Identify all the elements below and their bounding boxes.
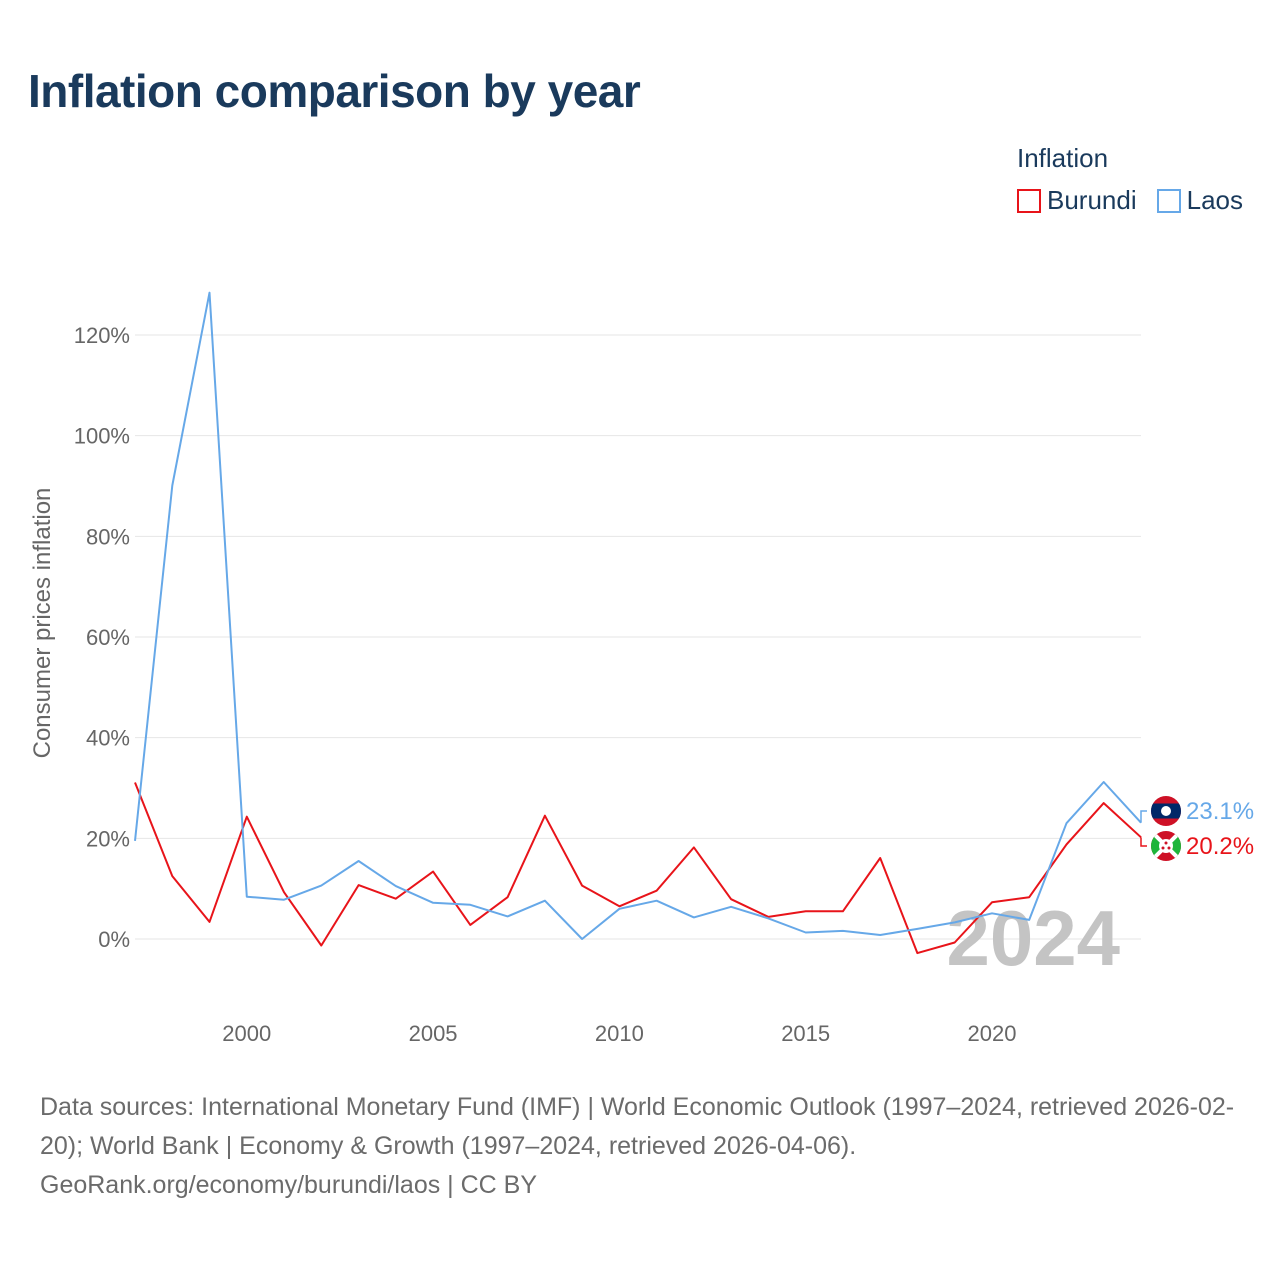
x-tick-label: 2020 <box>967 1021 1016 1046</box>
x-axis-ticks: 2000 2005 2010 2015 2020 <box>222 1021 1016 1046</box>
series-lines <box>134 291 1142 955</box>
connector-laos <box>1140 810 1147 823</box>
legend-swatch-laos <box>1156 188 1181 213</box>
legend-swatch-burundi <box>1017 188 1041 213</box>
burundi-flag-icon <box>1151 831 1181 861</box>
legend-label-laos: Laos <box>1186 185 1244 215</box>
y-tick-label: 60% <box>86 625 130 650</box>
y-tick-label: 0% <box>98 927 130 952</box>
y-axis-ticks: 0% 20% 40% 60% 80% 100% 120% <box>74 323 130 952</box>
x-tick-label: 2005 <box>409 1021 458 1046</box>
y-tick-label: 120% <box>74 323 130 348</box>
legend-item-laos[interactable]: Laos <box>1156 185 1244 216</box>
footer-sources: Data sources: International Monetary Fun… <box>40 1093 1235 1160</box>
end-labels: 23.1% 20.2% <box>1140 796 1254 861</box>
end-label-burundi: 20.2% <box>1186 833 1254 860</box>
y-tick-label: 100% <box>74 424 130 449</box>
connector-burundi <box>1140 837 1147 847</box>
y-tick-label: 80% <box>86 524 130 549</box>
x-tick-label: 2000 <box>222 1021 271 1046</box>
end-label-laos: 23.1% <box>1186 798 1254 825</box>
legend-title: Inflation <box>1017 143 1109 173</box>
x-tick-label: 2010 <box>595 1021 644 1046</box>
y-tick-label: 20% <box>86 826 130 851</box>
legend: Burundi Laos <box>1017 185 1263 216</box>
series-line-laos[interactable] <box>134 291 1142 940</box>
legend-item-burundi[interactable]: Burundi <box>1017 185 1137 216</box>
gridlines <box>135 334 1141 940</box>
laos-flag-icon <box>1151 796 1181 826</box>
y-axis-label: Consumer prices inflation <box>29 488 56 759</box>
x-tick-label: 2015 <box>781 1021 830 1046</box>
footer-credit[interactable]: GeoRank.org/economy/burundi/laos | CC BY <box>40 1171 538 1199</box>
series-line-burundi[interactable] <box>134 782 1142 955</box>
legend-label-burundi: Burundi <box>1047 185 1137 215</box>
footer: Data sources: International Monetary Fun… <box>40 1088 1250 1205</box>
chart-title: Inflation comparison by year <box>28 65 641 117</box>
y-tick-label: 40% <box>86 726 130 751</box>
